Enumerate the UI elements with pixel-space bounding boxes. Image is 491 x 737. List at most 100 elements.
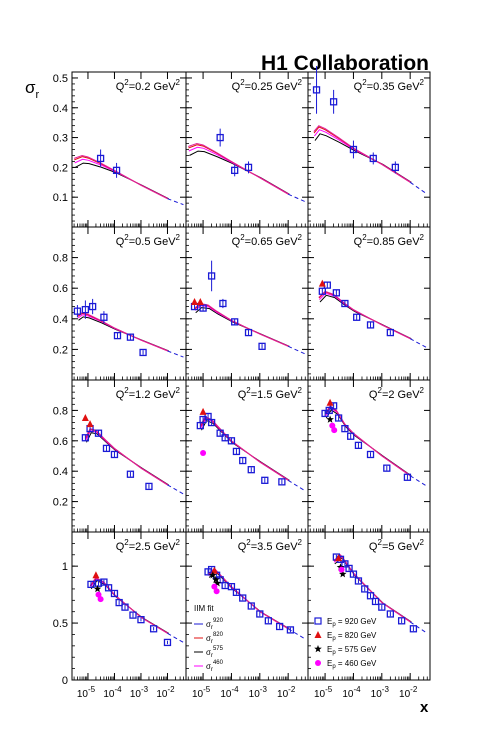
q2-symbol: Q (116, 81, 125, 93)
data-point-820 (196, 297, 204, 305)
data-point-920 (87, 580, 95, 589)
data-point-575 (93, 584, 102, 593)
data-point-920 (81, 305, 90, 314)
q2-symbol: Q (369, 389, 378, 401)
legend-energy-value: = 575 GeV (336, 645, 377, 654)
data-point-920 (341, 560, 349, 568)
y-tick-label: 0 (62, 675, 68, 687)
x-tick-label: 10-5 (192, 685, 211, 700)
legend-sigma-sub: r (211, 667, 213, 673)
data-point-575 (209, 571, 217, 579)
panel-q2-label: Q2=0.65 GeV2 (232, 233, 303, 248)
data-point-920 (366, 321, 375, 329)
data-point-920 (275, 622, 284, 631)
data-point-920 (94, 429, 103, 437)
data-point-920 (239, 456, 247, 465)
data-point-920 (258, 342, 266, 350)
q2-exponent: 2 (124, 386, 129, 395)
x-tick-label: 10-2 (156, 685, 175, 700)
data-point-460 (200, 449, 207, 456)
q2-value: =3.5 GeV (251, 541, 298, 553)
data-point-920 (110, 450, 119, 459)
data-point-920 (110, 589, 119, 598)
data-point-920 (112, 166, 121, 175)
fit-curve (324, 405, 411, 477)
fit-curve-extrapolation (409, 181, 428, 195)
q2-exponent: 2 (124, 78, 129, 87)
data-point-920 (366, 450, 375, 459)
x-tick-exponent: -5 (325, 685, 333, 694)
x-tick-base: 10 (249, 689, 261, 700)
legend-energy-sub: p (332, 650, 336, 656)
fit-curve (189, 150, 290, 195)
q2-symbol: Q (369, 541, 378, 553)
data-point-920 (100, 578, 108, 586)
y-axis-label: σr (25, 78, 40, 101)
legend-sigma-sup: 460 (213, 660, 224, 666)
data-point-920 (216, 429, 224, 437)
y-tick-label: 0.6 (53, 283, 68, 295)
data-point-920 (129, 611, 137, 619)
fit-curve-extrapolation (167, 632, 184, 643)
fit-curve-extrapolation (409, 338, 428, 349)
data-point-920 (371, 597, 380, 606)
legend-marker-square (314, 617, 322, 625)
x-tick-base: 10 (156, 689, 168, 700)
y-tick-label: 0.8 (53, 253, 68, 265)
fit-curve-extrapolation (287, 628, 306, 640)
legend-marker-circle (315, 660, 321, 666)
q2-value: =5 GeV (382, 541, 420, 553)
data-point-920 (341, 299, 349, 308)
data-point-920 (354, 577, 363, 585)
x-tick-exponent: -2 (410, 685, 418, 694)
data-point-920 (239, 594, 247, 602)
q2-symbol: Q (238, 389, 247, 401)
data-point-920 (278, 478, 286, 486)
data-point-920 (126, 470, 135, 478)
data-point-820 (335, 554, 343, 562)
legend-sigma: σ (206, 634, 211, 643)
data-point-920 (349, 145, 358, 154)
y-tick-label: 0.6 (53, 436, 68, 448)
q2-exponent: 2 (124, 538, 129, 547)
data-point-920 (219, 299, 227, 308)
data-point-820 (326, 398, 334, 406)
fit-curve-extrapolation (287, 479, 306, 492)
legend-fit-label: σr920 (206, 618, 224, 631)
panel-q2-label: Q2=2 GeV2 (369, 386, 425, 401)
data-point-920 (113, 331, 122, 340)
x-tick-label: 10-4 (220, 685, 239, 700)
panel-q2-label: Q2=5 GeV2 (369, 538, 425, 553)
legend-sigma: σ (206, 648, 211, 657)
y-axis-label-symbol: σ (25, 78, 36, 97)
data-point-920 (73, 307, 82, 315)
q2-exponent: 2 (362, 78, 367, 87)
x-tick-label: 10-5 (314, 685, 333, 700)
data-point-920 (199, 304, 207, 312)
q2-value: =0.5 GeV (129, 236, 176, 248)
x-tick-base: 10 (277, 689, 289, 700)
panel-frame (71, 71, 187, 228)
data-point-920 (256, 610, 264, 618)
panels-group: 0.1 0.2 0.3 0.4 0.5 0.2 0.4 0.6 0.8 0.2 0.4 0.6 0.8 0… (53, 66, 431, 700)
legend-beam-label: Ep = 820 GeV (327, 631, 377, 642)
legend-energy-symbol: E (327, 659, 332, 668)
data-point-920 (216, 133, 224, 142)
data-point-920 (264, 617, 272, 625)
data-point-920 (345, 564, 353, 573)
fit-curve (313, 125, 411, 183)
q2-value: =2 GeV (382, 389, 420, 401)
q2-symbol: Q (116, 541, 125, 553)
data-point-820 (199, 407, 207, 415)
data-point-920 (325, 406, 333, 415)
x-tick-base: 10 (342, 689, 354, 700)
y-axis-label-subscript: r (36, 89, 40, 101)
data-point-920 (247, 466, 255, 474)
legend-beam-label: Ep = 920 GeV (327, 617, 377, 628)
q2-symbol: Q (116, 389, 125, 401)
data-point-920 (81, 434, 90, 442)
data-point-575 (326, 415, 334, 423)
data-point-920 (121, 603, 129, 611)
x-tick-base: 10 (314, 689, 326, 700)
